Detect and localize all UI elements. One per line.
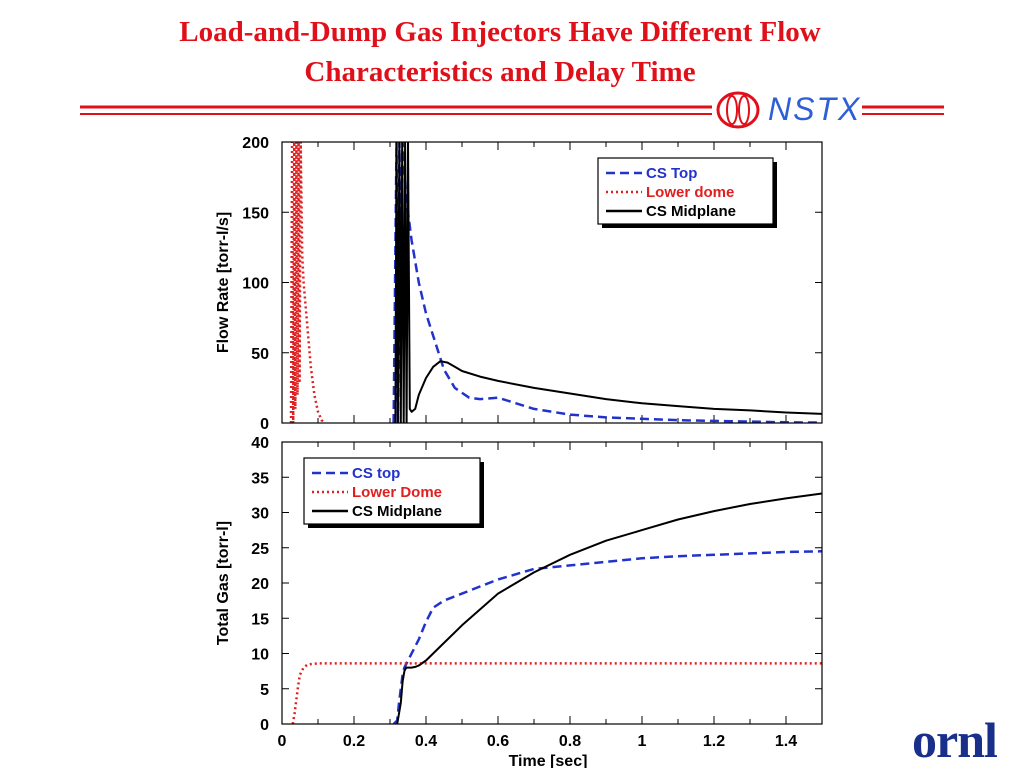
slide-title-line-1: Load-and-Dump Gas Injectors Have Differe… xyxy=(179,16,821,48)
total-ytick-label: 10 xyxy=(251,647,269,664)
total-xtick-label: 0.8 xyxy=(559,733,581,750)
total-legend-label: Lower Dome xyxy=(352,484,442,501)
total-ytick-label: 30 xyxy=(251,506,269,523)
flow-legend-label: CS Top xyxy=(646,165,697,182)
flow-ytick-label: 50 xyxy=(251,346,269,363)
total-ytick-label: 0 xyxy=(260,717,269,734)
total-xtick-label: 1.4 xyxy=(775,733,797,750)
total-xtick-label: 0 xyxy=(278,733,287,750)
ornl-logo: ornl xyxy=(912,712,998,768)
total-plot-frame xyxy=(281,441,823,725)
title-rule-left xyxy=(80,105,712,115)
flow-rate-chart: 0 50 100 150 200 Flow Rate [torr-l/s] CS Top Lo… xyxy=(215,135,823,433)
flow-series-line-cs-midplane xyxy=(394,142,822,423)
total-ytick-label: 35 xyxy=(251,470,269,487)
total-ytick-label: 15 xyxy=(251,611,269,628)
total-xlabel: Time [sec] xyxy=(509,753,588,768)
total-gas-chart: 0 5 10 15 20 25 30 35 40 0 0.2 0.4 0.6 0.8 1 1.2 1.4 Tota… xyxy=(215,435,823,768)
total-ytick-label: 40 xyxy=(251,435,269,452)
flow-plot-frame xyxy=(281,141,823,424)
total-legend-label: CS top xyxy=(352,465,400,482)
flow-ytick-label: 150 xyxy=(242,205,269,222)
nstx-emblem-icon xyxy=(716,91,760,129)
slide-title-line-2: Characteristics and Delay Time xyxy=(304,56,696,88)
total-ylabel: Total Gas [torr-l] xyxy=(215,521,232,645)
flow-ytick-label: 200 xyxy=(242,135,269,152)
flow-ytick-label: 100 xyxy=(242,276,269,293)
total-xtick-label: 1.2 xyxy=(703,733,725,750)
flow-legend-label: CS Midplane xyxy=(646,203,736,220)
total-xtick-label: 0.6 xyxy=(487,733,509,750)
total-ytick-label: 20 xyxy=(251,576,269,593)
slide-title: Load-and-Dump Gas Injectors Have Differe… xyxy=(60,12,940,92)
total-ytick-label: 5 xyxy=(260,682,269,699)
total-xtick-label: 0.4 xyxy=(415,733,437,750)
nstx-logo: NSTX xyxy=(768,91,862,127)
flow-ylabel: Flow Rate [torr-l/s] xyxy=(215,212,232,353)
total-series-line-cs-top xyxy=(392,550,822,724)
flow-series-line-lower-dome xyxy=(289,142,326,423)
title-rule-right xyxy=(862,105,944,115)
total-ytick-label: 25 xyxy=(251,541,269,558)
flow-ytick-label: 0 xyxy=(260,416,269,433)
total-legend-label: CS Midplane xyxy=(352,503,442,520)
title-rule xyxy=(80,91,944,129)
total-xtick-label: 1 xyxy=(638,733,647,750)
flow-legend-label: Lower dome xyxy=(646,184,734,201)
total-xtick-label: 0.2 xyxy=(343,733,365,750)
total-series-line-lower-dome xyxy=(291,662,822,724)
total-series-line-cs-midplane xyxy=(396,492,822,724)
